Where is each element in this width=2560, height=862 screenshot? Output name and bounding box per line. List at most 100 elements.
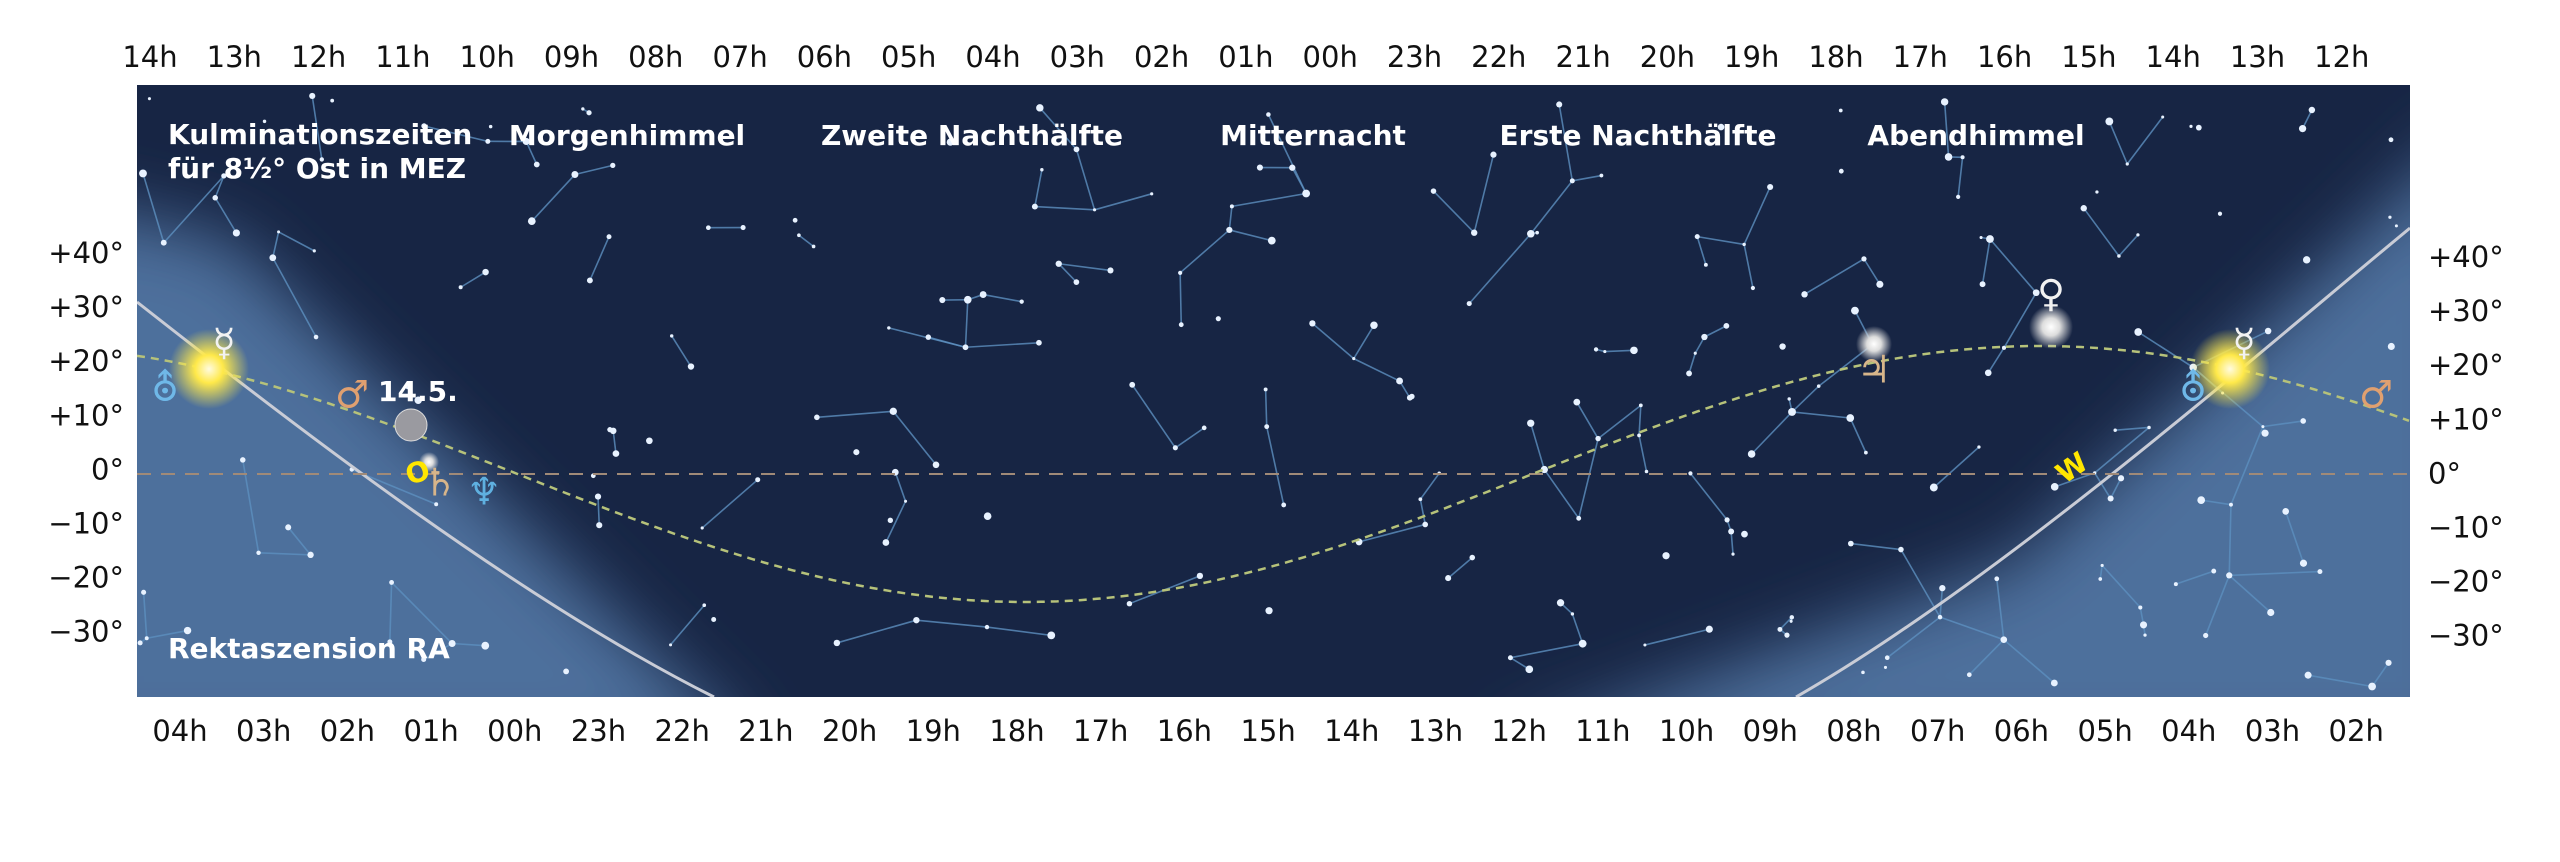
constellation-line — [1696, 236, 1707, 266]
star — [183, 626, 192, 635]
constellation-line — [1179, 229, 1230, 274]
constellation-line — [214, 197, 238, 234]
bottom-tick-label: 16h — [1157, 714, 1212, 748]
star — [1876, 280, 1884, 288]
axis-label: Rektaszension RA — [168, 632, 450, 665]
star — [1940, 98, 1949, 106]
star — [2139, 621, 2148, 629]
star — [702, 603, 707, 608]
star — [887, 326, 891, 330]
horizon — [1795, 226, 2410, 697]
star — [2302, 256, 2311, 264]
star — [1570, 612, 1575, 616]
mars: ♂ — [2359, 373, 2393, 417]
dec-tick-right: −10° — [2428, 511, 2504, 545]
star — [2267, 608, 2275, 617]
constellation-line — [612, 430, 617, 454]
star — [1229, 204, 1234, 209]
constellation-line — [258, 552, 311, 556]
constellation-line — [278, 231, 315, 252]
jupiter-dot — [1856, 326, 1892, 362]
top-tick-label: 22h — [1471, 40, 1526, 74]
mars: ♂ — [335, 373, 369, 417]
star — [288, 139, 293, 145]
star — [1723, 322, 1730, 329]
star — [2217, 211, 2223, 216]
venus: ♀ — [2037, 272, 2065, 316]
constellation-line — [1981, 238, 1991, 285]
top-tick-label: 21h — [1555, 40, 1610, 74]
star — [313, 334, 319, 340]
constellation-line — [1995, 578, 2005, 640]
top-tick-label: 00h — [1303, 40, 1358, 74]
star — [1883, 665, 1888, 669]
bottom-tick-label: 02h — [2329, 714, 2384, 748]
star — [434, 502, 439, 507]
constellation-line — [1704, 325, 1727, 338]
star — [2105, 117, 2114, 126]
constellation-line — [1179, 272, 1183, 325]
star — [1535, 230, 1539, 235]
top-tick-label: 12h — [2314, 40, 2369, 74]
constellation-line — [1419, 499, 1427, 525]
star — [755, 477, 761, 483]
star — [221, 173, 227, 179]
constellation-line — [1933, 446, 1980, 489]
star — [1929, 483, 1938, 492]
star — [2226, 572, 2233, 579]
star — [232, 229, 240, 237]
star — [2189, 124, 2193, 128]
star — [1731, 552, 1735, 556]
saturn: ♄ — [423, 461, 457, 505]
star — [1750, 285, 1756, 291]
twilight-left — [137, 218, 696, 697]
constellation-line — [964, 299, 969, 348]
star — [2113, 428, 2117, 432]
star — [488, 124, 493, 129]
star — [485, 138, 491, 144]
star — [481, 641, 490, 650]
bottom-tick-label: 05h — [2077, 714, 2132, 748]
star — [1092, 208, 1097, 212]
star — [1226, 226, 1233, 234]
constellation-line — [423, 642, 453, 661]
star — [1430, 188, 1437, 194]
constellation-line — [1058, 263, 1077, 283]
constellation-line — [1229, 229, 1272, 242]
star — [1846, 414, 1855, 422]
bottom-tick-label: 06h — [1994, 714, 2049, 748]
star — [1638, 403, 1643, 408]
star — [925, 334, 932, 340]
star — [448, 640, 456, 648]
dec-tick-left: 0° — [91, 452, 124, 486]
star — [1701, 333, 1708, 341]
star — [1662, 552, 1670, 560]
constellation-line — [1791, 411, 1851, 419]
star — [414, 396, 422, 405]
star — [1703, 262, 1708, 267]
constellation-line — [1231, 192, 1307, 208]
star — [2195, 124, 2202, 131]
top-tick-label: 01h — [1218, 40, 1273, 74]
top-tick-label: 13h — [2230, 40, 2285, 74]
constellation-line — [1689, 472, 1728, 521]
star — [1984, 369, 1992, 377]
star — [2261, 425, 2265, 429]
star — [137, 640, 143, 646]
constellation-line — [2115, 426, 2150, 432]
constellation-line — [2054, 472, 2095, 488]
star — [1409, 393, 1415, 400]
star — [1693, 351, 1697, 355]
star — [2197, 496, 2206, 504]
star — [979, 291, 987, 298]
bottom-tick-label: 12h — [1492, 714, 1547, 748]
constellation-line — [531, 173, 576, 222]
star — [1490, 151, 1497, 158]
star — [612, 450, 620, 457]
top-tick-label: 14h — [122, 40, 177, 74]
star — [1267, 236, 1276, 245]
top-tick-label: 10h — [460, 40, 515, 74]
star — [1838, 108, 1843, 113]
note: für 8½° Ost in MEZ — [168, 152, 466, 185]
star — [1527, 419, 1535, 427]
